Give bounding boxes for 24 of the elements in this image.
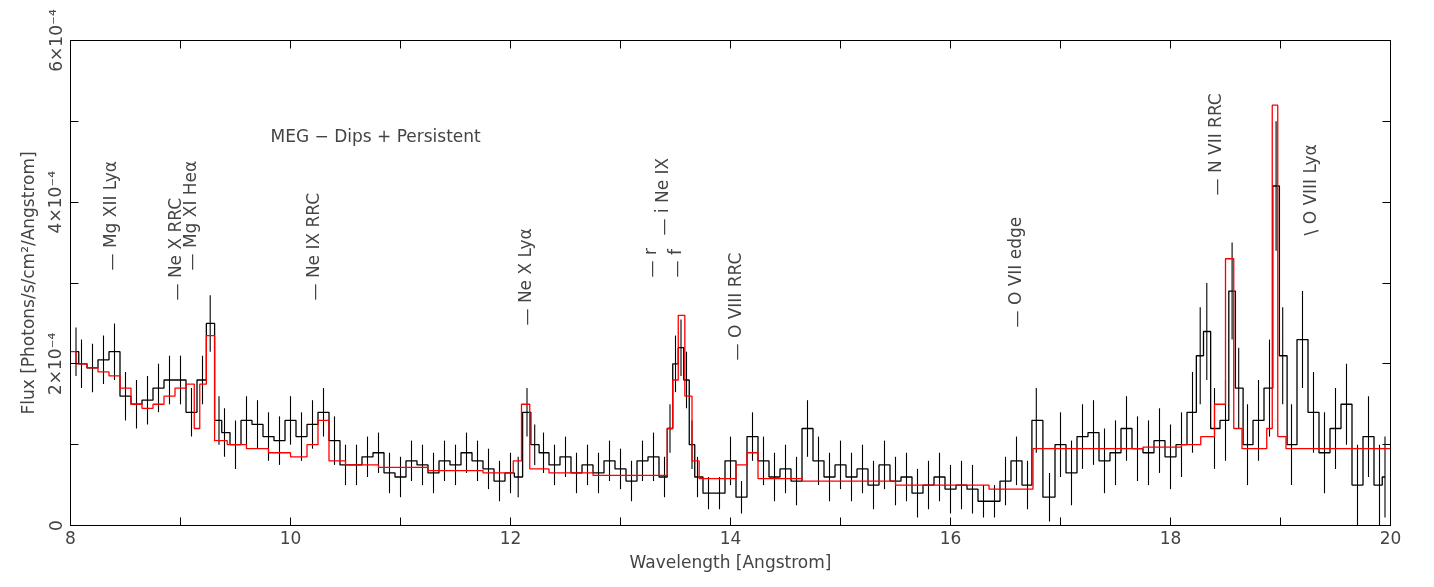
x-tick-label: 14 [719, 527, 742, 548]
annotation: — O VIII RRC [725, 252, 746, 361]
y-tick-label: 0 [45, 520, 66, 531]
y-tick-label: 6×10⁻⁴ [45, 9, 66, 72]
annotation: — Mg XII Lyα [100, 160, 121, 271]
y-tick-label: 4×10⁻⁴ [45, 170, 66, 234]
annotation: — O VII edge [1005, 216, 1026, 328]
annotation: MEG − Dips + Persistent [270, 125, 482, 146]
annotation: \ O VIII Lyα [1300, 144, 1321, 236]
x-tick-label: 16 [939, 527, 962, 548]
x-tick-label: 18 [1159, 527, 1182, 548]
x-tick-label: 20 [1379, 527, 1402, 548]
y-axis-title: Flux [Photons/s/cm²/Angstrom] [17, 151, 38, 415]
x-tick-label: 10 [279, 527, 302, 548]
annotation: — Ne IX RRC [303, 192, 324, 301]
annotation: — N VII RRC [1205, 93, 1226, 196]
annotation: — r [640, 248, 661, 278]
x-tick-label: 12 [499, 527, 522, 548]
annotation: — f [665, 248, 686, 278]
x-tick-label: 8 [65, 527, 76, 548]
annotation: — i Ne IX [652, 157, 673, 236]
annotation: — Ne X Lyα [515, 228, 536, 326]
y-tick-label: 2×10⁻⁴ [45, 332, 66, 396]
x-axis-title: Wavelength [Angstrom] [629, 551, 832, 572]
